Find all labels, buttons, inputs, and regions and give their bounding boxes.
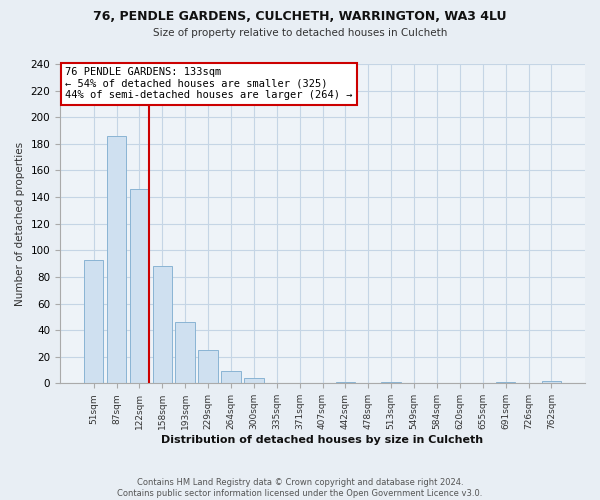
Y-axis label: Number of detached properties: Number of detached properties: [15, 142, 25, 306]
Text: 76 PENDLE GARDENS: 133sqm
← 54% of detached houses are smaller (325)
44% of semi: 76 PENDLE GARDENS: 133sqm ← 54% of detac…: [65, 67, 353, 100]
Bar: [152, 266, 172, 384]
Bar: [542, 380, 561, 384]
Bar: [221, 372, 241, 384]
Bar: [199, 350, 218, 384]
Text: 76, PENDLE GARDENS, CULCHETH, WARRINGTON, WA3 4LU: 76, PENDLE GARDENS, CULCHETH, WARRINGTON…: [93, 10, 507, 23]
X-axis label: Distribution of detached houses by size in Culcheth: Distribution of detached houses by size …: [161, 435, 484, 445]
Text: Size of property relative to detached houses in Culcheth: Size of property relative to detached ho…: [153, 28, 447, 38]
Bar: [107, 136, 126, 384]
Bar: [382, 382, 401, 384]
Bar: [130, 189, 149, 384]
Bar: [496, 382, 515, 384]
Bar: [244, 378, 263, 384]
Bar: [84, 260, 103, 384]
Text: Contains HM Land Registry data © Crown copyright and database right 2024.
Contai: Contains HM Land Registry data © Crown c…: [118, 478, 482, 498]
Bar: [335, 382, 355, 384]
Bar: [175, 322, 195, 384]
